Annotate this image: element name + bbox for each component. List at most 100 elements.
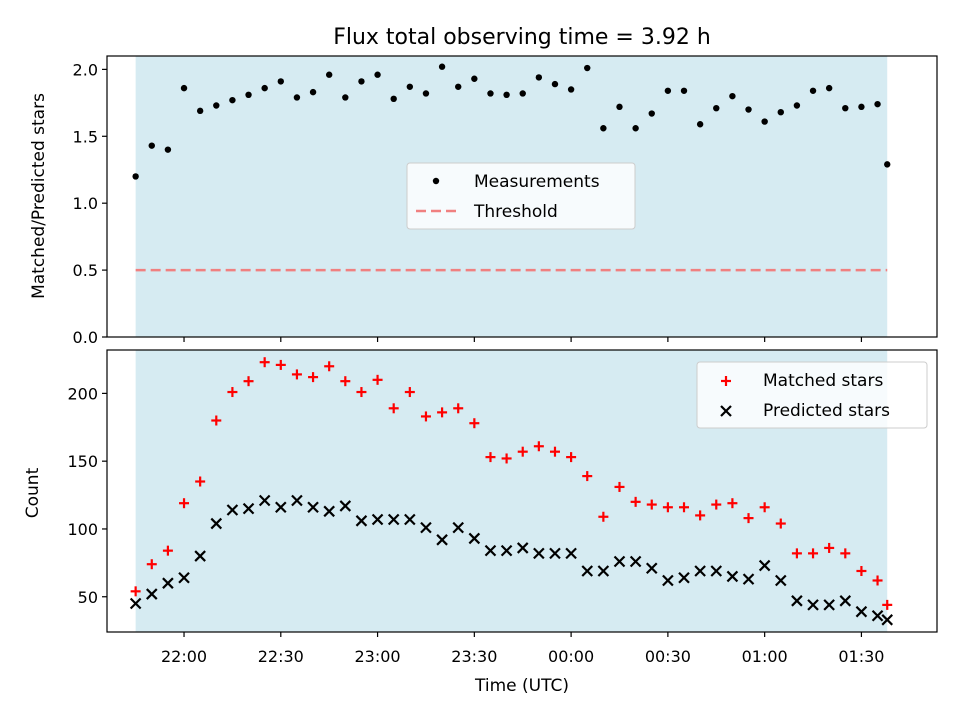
measurement-point xyxy=(503,91,510,99)
cross-b xyxy=(823,599,835,611)
measurement-point xyxy=(358,78,365,85)
cross-b xyxy=(145,588,158,600)
bottom-legend-box xyxy=(696,361,928,429)
predicted-star-point xyxy=(807,599,819,611)
measurement-point xyxy=(519,90,526,97)
measurement-point xyxy=(567,86,575,93)
cross-b xyxy=(662,574,674,587)
cross-b xyxy=(420,521,432,534)
matched-star-point xyxy=(437,407,448,418)
chart-marks: 0.0 0.5 1.0 1.5 2.0 Measurements Threshold 50 10… xyxy=(67,55,938,666)
cross-b xyxy=(210,517,223,530)
predicted-star-point xyxy=(323,505,335,518)
cross-b xyxy=(710,565,723,577)
measurement-point xyxy=(487,90,494,97)
cross-b xyxy=(226,504,239,516)
matched-star-point xyxy=(372,374,383,385)
cross-b xyxy=(371,513,384,526)
predicted-star-point xyxy=(500,544,513,557)
cross-b xyxy=(581,565,594,577)
cross-b xyxy=(791,595,803,607)
measurement-point xyxy=(551,80,559,88)
predicted-star-point xyxy=(387,513,400,526)
x-tick-label: 01:30 xyxy=(838,647,884,666)
measurement-point xyxy=(777,109,784,116)
matched-star-point xyxy=(130,586,141,597)
predicted-star-point xyxy=(516,542,529,554)
predicted-star-point xyxy=(742,573,755,585)
x-tick-label: 22:00 xyxy=(161,647,207,666)
measurement-point xyxy=(164,146,172,153)
predicted-star-point xyxy=(194,550,206,562)
top-y-tick-label: 0.5 xyxy=(73,261,98,280)
matched-star-point xyxy=(662,502,673,513)
matched-star-point xyxy=(856,565,867,576)
cross-b xyxy=(516,542,529,554)
measurement-point xyxy=(422,90,430,97)
predicted-star-point xyxy=(242,502,255,515)
measurement-point xyxy=(213,102,220,109)
matched-star-point xyxy=(420,411,431,422)
predicted-star-point xyxy=(694,565,706,577)
measurement-point xyxy=(309,88,317,96)
cross-b xyxy=(242,502,255,515)
cross-b xyxy=(597,565,610,577)
matched-star-point xyxy=(533,441,544,452)
measurement-point xyxy=(729,92,736,100)
matched-star-point xyxy=(791,548,802,559)
predicted-star-point xyxy=(758,559,771,572)
bottom-legend: Matched stars Predicted stars xyxy=(696,361,928,429)
matched-star-point xyxy=(872,575,883,586)
cross-b xyxy=(355,515,368,527)
bottom-y-tick-label: 200 xyxy=(67,384,98,403)
predicted-star-point xyxy=(871,609,884,622)
measurement-point xyxy=(713,104,720,112)
cross-b xyxy=(720,405,732,417)
cross-b xyxy=(452,521,464,534)
legend-measurements-label: Measurements xyxy=(474,172,600,192)
bottom-y-axis-label: Count xyxy=(23,467,43,518)
measurement-point xyxy=(632,125,639,132)
matched-star-point xyxy=(549,446,560,457)
predicted-star-point xyxy=(291,494,303,507)
matched-star-point xyxy=(695,510,706,521)
matched-star-point xyxy=(598,511,609,522)
predicted-star-point xyxy=(710,565,723,577)
matched-star-point xyxy=(646,499,657,510)
matched-star-point xyxy=(259,357,270,368)
matched-star-point xyxy=(759,502,770,513)
matched-star-point xyxy=(275,359,286,370)
matched-star-point xyxy=(324,361,335,372)
matched-star-point xyxy=(566,452,577,463)
predicted-star-point xyxy=(791,595,803,607)
bottom-y-tick-label: 100 xyxy=(67,520,98,539)
predicted-star-point xyxy=(339,500,352,512)
measurement-point xyxy=(196,107,204,115)
matched-star-point xyxy=(146,559,157,570)
measurement-point xyxy=(180,84,188,92)
matched-star-point xyxy=(582,471,593,482)
predicted-star-point xyxy=(678,571,690,584)
measurement-point xyxy=(277,78,284,85)
matched-star-point xyxy=(291,369,302,380)
cross-b xyxy=(162,577,174,589)
cross-b xyxy=(500,544,513,557)
predicted-star-point xyxy=(420,521,432,534)
x-tick-label: 01:00 xyxy=(742,647,788,666)
matched-star-point xyxy=(743,513,754,524)
predicted-star-point xyxy=(581,565,594,577)
x-tick-label: 23:00 xyxy=(355,647,401,666)
measurement-point xyxy=(745,106,752,113)
legend-threshold-label: Threshold xyxy=(473,202,558,222)
cross-b xyxy=(258,494,271,507)
predicted-star-point xyxy=(162,577,174,589)
matched-star-point xyxy=(630,496,641,507)
legend-predicted-label: Predicted stars xyxy=(763,401,890,421)
matched-star-point xyxy=(340,376,351,387)
matched-star-point xyxy=(227,387,238,398)
legend-matched-label: Matched stars xyxy=(763,371,883,391)
measurement-point xyxy=(858,103,865,111)
measurement-point xyxy=(761,118,768,125)
measurement-point xyxy=(148,142,155,149)
predicted-star-point xyxy=(210,517,223,530)
